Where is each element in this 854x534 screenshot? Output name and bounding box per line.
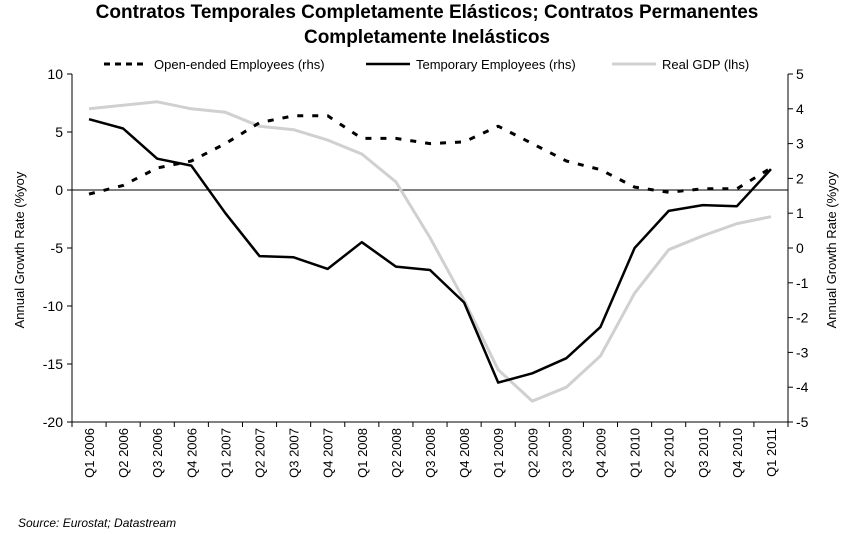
x-tick-label: Q2 2006: [116, 428, 131, 478]
x-tick-label: Q2 2007: [253, 428, 268, 478]
y-left-tick-label: 5: [55, 124, 63, 140]
chart-title-line-2: Completamente Inelásticos: [303, 27, 551, 48]
x-tick-label: Q3 2006: [150, 428, 165, 478]
x-tick-label: Q4 2008: [457, 428, 472, 478]
y-right-tick-label: 5: [796, 66, 804, 82]
y-right-tick-label: 1: [796, 205, 804, 221]
y-right-tick-label: -4: [796, 379, 809, 395]
y-right-tick-label: 0: [796, 240, 804, 256]
legend-label-temporary: Temporary Employees (rhs): [416, 57, 576, 72]
series-open-ended-employees: [88, 114, 772, 196]
y-left-tick-label: -20: [43, 414, 63, 430]
y-left-tick-label: 0: [55, 182, 63, 198]
y-left-tick-label: -10: [43, 298, 63, 314]
source-note: Source: Eurostat; Datastream: [18, 516, 177, 530]
series-real-gdp: [88, 100, 772, 403]
y-axis-label-right: Annual Growth Rate (%yoy: [824, 171, 839, 328]
x-tick-label: Q4 2007: [321, 428, 336, 478]
y-right-tick-label: 3: [796, 136, 804, 152]
x-tick-label: Q1 2006: [82, 428, 97, 478]
x-tick-label: Q4 2009: [593, 428, 608, 478]
y-right-tick-label: -2: [796, 310, 809, 326]
legend: Open-ended Employees (rhs) Temporary Emp…: [104, 57, 749, 72]
x-tick-label: Q1 2009: [491, 428, 506, 478]
chart-title-line-1: Contratos Temporales Completamente Elást…: [95, 2, 759, 23]
legend-label-real-gdp: Real GDP (lhs): [662, 57, 749, 72]
x-tick-label: Q3 2009: [559, 428, 574, 478]
x-tick-label: Q2 2010: [662, 428, 677, 478]
x-tick-label: Q1 2008: [355, 428, 370, 478]
x-tick-label: Q3 2007: [287, 428, 302, 478]
y-right-tick-label: -1: [796, 275, 809, 291]
y-left-tick-label: -5: [51, 240, 64, 256]
x-tick-label: Q3 2008: [423, 428, 438, 478]
y-axis-label-left: Annual Growth Rate (%yoy: [12, 171, 27, 328]
x-tick-label: Q2 2009: [525, 428, 540, 478]
x-tick-label: Q1 2010: [628, 428, 643, 478]
y-right-tick-label: 4: [796, 101, 804, 117]
y-right-tick-label: -3: [796, 344, 809, 360]
x-tick-label: Q1 2011: [764, 428, 779, 477]
y-left-tick-label: 10: [47, 66, 63, 82]
legend-label-open-ended: Open-ended Employees (rhs): [154, 57, 325, 72]
x-tick-label: Q4 2006: [184, 428, 199, 478]
y-left-tick-label: -15: [43, 356, 63, 372]
x-tick-label: Q1 2007: [218, 428, 233, 478]
y-right-tick-label: -5: [796, 414, 809, 430]
series-group: [88, 100, 772, 403]
chart-title: Contratos Temporales Completamente Elást…: [0, 0, 854, 50]
y-right-tick-label: 2: [796, 170, 804, 186]
series-temporary-employees: [88, 117, 772, 384]
x-tick-label: Q3 2010: [696, 428, 711, 478]
x-tick-label: Q2 2008: [389, 428, 404, 478]
x-tick-label: Q4 2010: [730, 428, 745, 478]
